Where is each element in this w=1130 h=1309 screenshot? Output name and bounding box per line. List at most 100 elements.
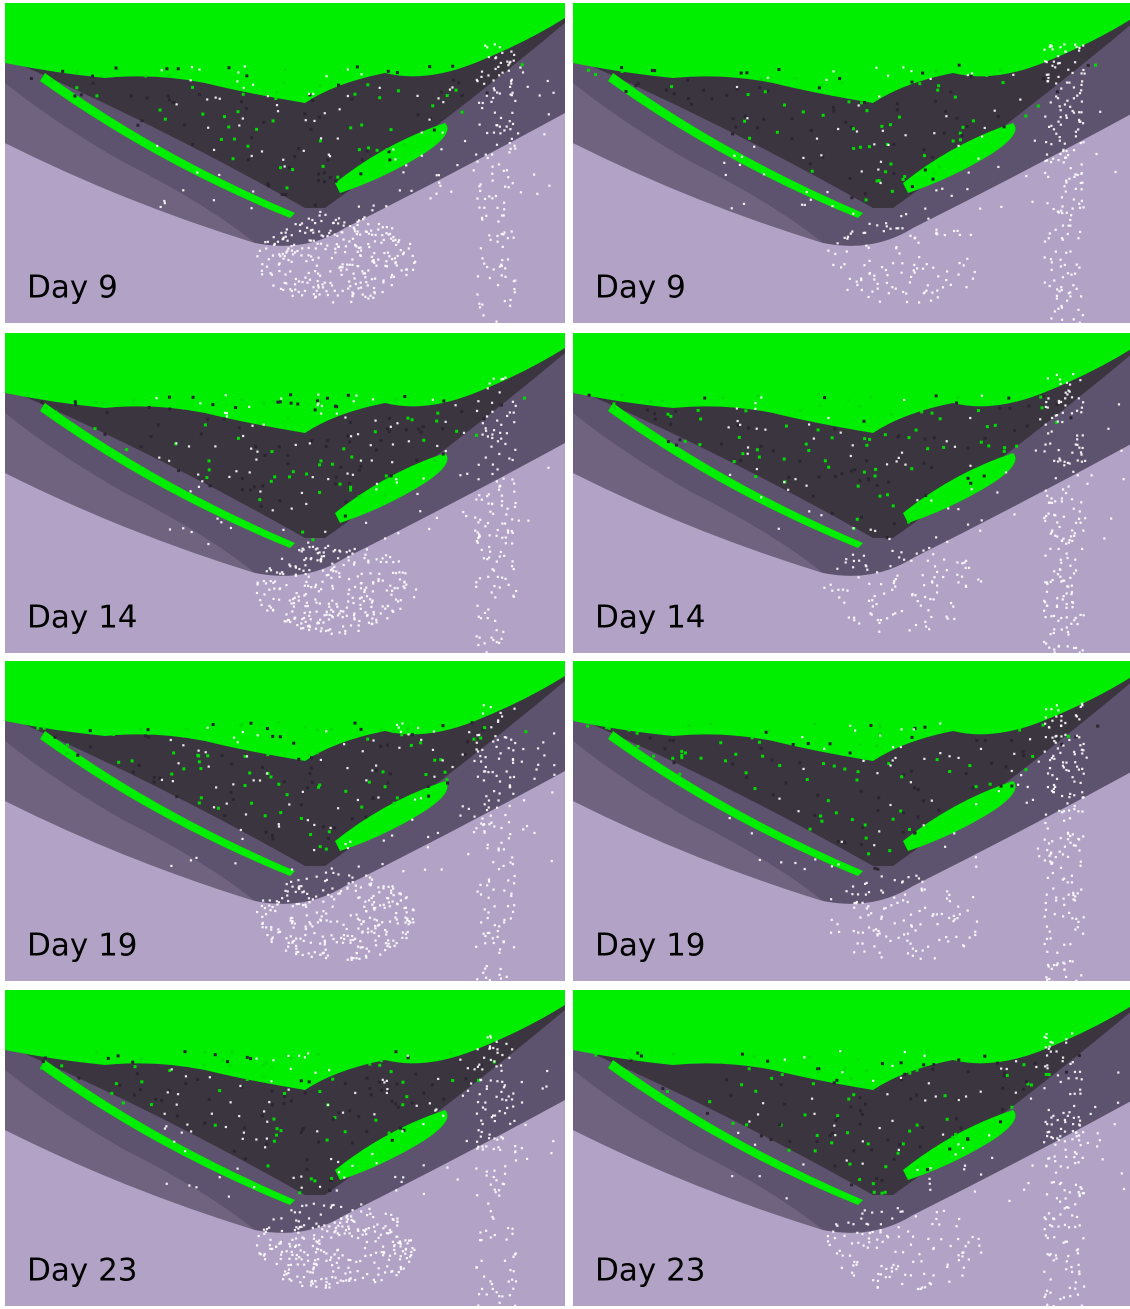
particle <box>379 87 381 89</box>
particle <box>1050 497 1052 499</box>
particle <box>481 1288 483 1290</box>
particle <box>1045 1165 1047 1167</box>
particle <box>276 903 278 905</box>
particle <box>1058 457 1060 459</box>
particle <box>483 704 485 706</box>
particle <box>305 926 307 928</box>
particle <box>386 1092 388 1094</box>
marsh-speckle <box>379 745 382 748</box>
particle <box>402 1176 404 1178</box>
particle <box>893 582 895 584</box>
particle <box>394 262 396 264</box>
particle <box>496 1291 498 1293</box>
marsh-speckle <box>903 175 906 178</box>
particle <box>323 555 325 557</box>
marsh-speckle <box>916 1069 919 1072</box>
particle <box>242 435 244 437</box>
particle <box>475 153 477 155</box>
particle <box>548 113 550 115</box>
particle <box>353 227 355 229</box>
particle <box>378 1267 380 1269</box>
particle <box>305 573 307 575</box>
marsh-speckle <box>265 1142 268 1145</box>
particle <box>1114 1123 1116 1125</box>
particle <box>487 617 489 619</box>
particle <box>363 906 365 908</box>
particle <box>478 494 480 496</box>
particle <box>946 541 948 543</box>
marsh-speckle <box>985 74 988 77</box>
marsh-speckle <box>814 1149 817 1152</box>
particle <box>336 606 338 608</box>
particle <box>939 752 941 754</box>
particle <box>503 1086 505 1088</box>
particle <box>931 292 933 294</box>
particle <box>369 877 371 879</box>
marsh-speckle <box>249 722 252 725</box>
particle <box>328 1283 330 1285</box>
particle <box>1079 782 1081 784</box>
marsh-speckle <box>318 463 321 466</box>
particle <box>1096 1145 1098 1147</box>
particle <box>840 266 842 268</box>
particle <box>895 288 897 290</box>
particle <box>398 747 400 749</box>
particle <box>1046 1135 1048 1137</box>
particle <box>343 934 345 936</box>
particle <box>1060 87 1062 89</box>
particle <box>879 952 881 954</box>
particle <box>931 580 933 582</box>
particle <box>285 282 287 284</box>
particle <box>1079 322 1081 323</box>
particle <box>295 444 297 446</box>
particle <box>315 548 317 550</box>
particle <box>190 859 192 861</box>
particle <box>339 631 341 633</box>
particle <box>935 229 937 231</box>
marsh-speckle <box>813 723 816 726</box>
particle <box>350 301 352 303</box>
particle <box>398 239 400 241</box>
marsh-speckle <box>791 117 794 120</box>
particle <box>478 1129 480 1131</box>
particle <box>300 1175 302 1177</box>
particle <box>969 936 971 938</box>
particle <box>399 1245 401 1247</box>
particle <box>269 899 271 901</box>
marsh-speckle <box>318 491 321 494</box>
particle <box>1091 474 1093 476</box>
marsh-speckle <box>114 67 117 70</box>
particle <box>327 1104 329 1106</box>
particle <box>1057 747 1059 749</box>
particle <box>1053 964 1055 966</box>
particle <box>386 589 388 591</box>
particle <box>342 290 344 292</box>
marsh-speckle <box>300 803 303 806</box>
marsh-speckle <box>760 747 763 750</box>
particle <box>481 304 483 306</box>
particle <box>510 895 512 897</box>
marsh-speckle <box>892 143 895 146</box>
particle <box>492 937 494 939</box>
particle <box>389 556 391 558</box>
particle <box>513 882 515 884</box>
particle <box>405 907 407 909</box>
marsh-speckle <box>672 739 675 742</box>
marsh-speckle <box>110 1092 113 1095</box>
particle <box>933 576 935 578</box>
marsh-speckle <box>820 820 823 823</box>
particle <box>1060 559 1062 561</box>
particle <box>1065 762 1067 764</box>
particle <box>314 270 316 272</box>
particle <box>290 602 292 604</box>
particle <box>308 218 310 220</box>
particle <box>1063 185 1065 187</box>
particle <box>504 1260 506 1262</box>
particle <box>349 1259 351 1261</box>
particle <box>503 890 505 892</box>
marsh-speckle <box>223 115 226 118</box>
marsh-speckle <box>281 193 284 196</box>
particle <box>844 237 846 239</box>
particle <box>317 1258 319 1260</box>
particle <box>496 468 498 470</box>
